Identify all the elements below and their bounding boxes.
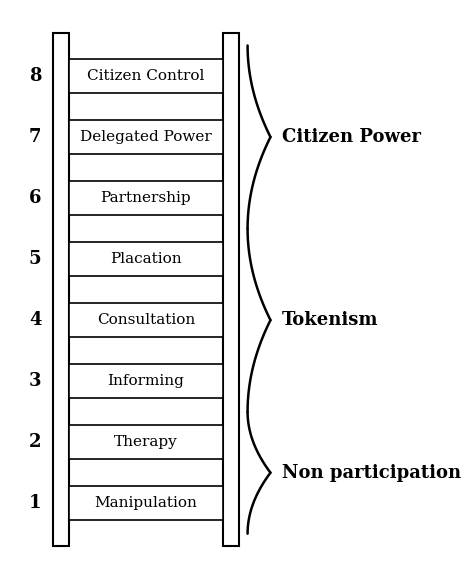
Text: Therapy: Therapy — [114, 435, 178, 449]
Text: Informing: Informing — [108, 374, 184, 388]
Text: 1: 1 — [29, 494, 41, 512]
Text: Partnership: Partnership — [100, 191, 191, 205]
Text: 2: 2 — [29, 433, 41, 451]
FancyBboxPatch shape — [69, 59, 223, 93]
Text: 8: 8 — [29, 67, 41, 85]
Text: Tokenism: Tokenism — [282, 311, 378, 329]
FancyBboxPatch shape — [69, 181, 223, 215]
FancyBboxPatch shape — [53, 33, 69, 546]
FancyBboxPatch shape — [69, 425, 223, 459]
Text: Citizen Control: Citizen Control — [87, 69, 205, 83]
Text: Non participation: Non participation — [282, 464, 461, 482]
FancyBboxPatch shape — [69, 365, 223, 398]
Text: Placation: Placation — [110, 252, 182, 266]
Text: 3: 3 — [29, 372, 41, 390]
Text: Consultation: Consultation — [97, 313, 195, 327]
FancyBboxPatch shape — [69, 120, 223, 154]
FancyBboxPatch shape — [69, 303, 223, 337]
Text: 5: 5 — [29, 250, 41, 268]
FancyBboxPatch shape — [223, 33, 239, 546]
Text: 7: 7 — [29, 128, 41, 146]
Text: 6: 6 — [29, 189, 41, 207]
Text: Delegated Power: Delegated Power — [80, 130, 212, 144]
Text: Manipulation: Manipulation — [94, 496, 197, 510]
Text: 4: 4 — [29, 311, 41, 329]
FancyBboxPatch shape — [69, 486, 223, 520]
FancyBboxPatch shape — [69, 242, 223, 276]
Text: Citizen Power: Citizen Power — [282, 128, 421, 146]
